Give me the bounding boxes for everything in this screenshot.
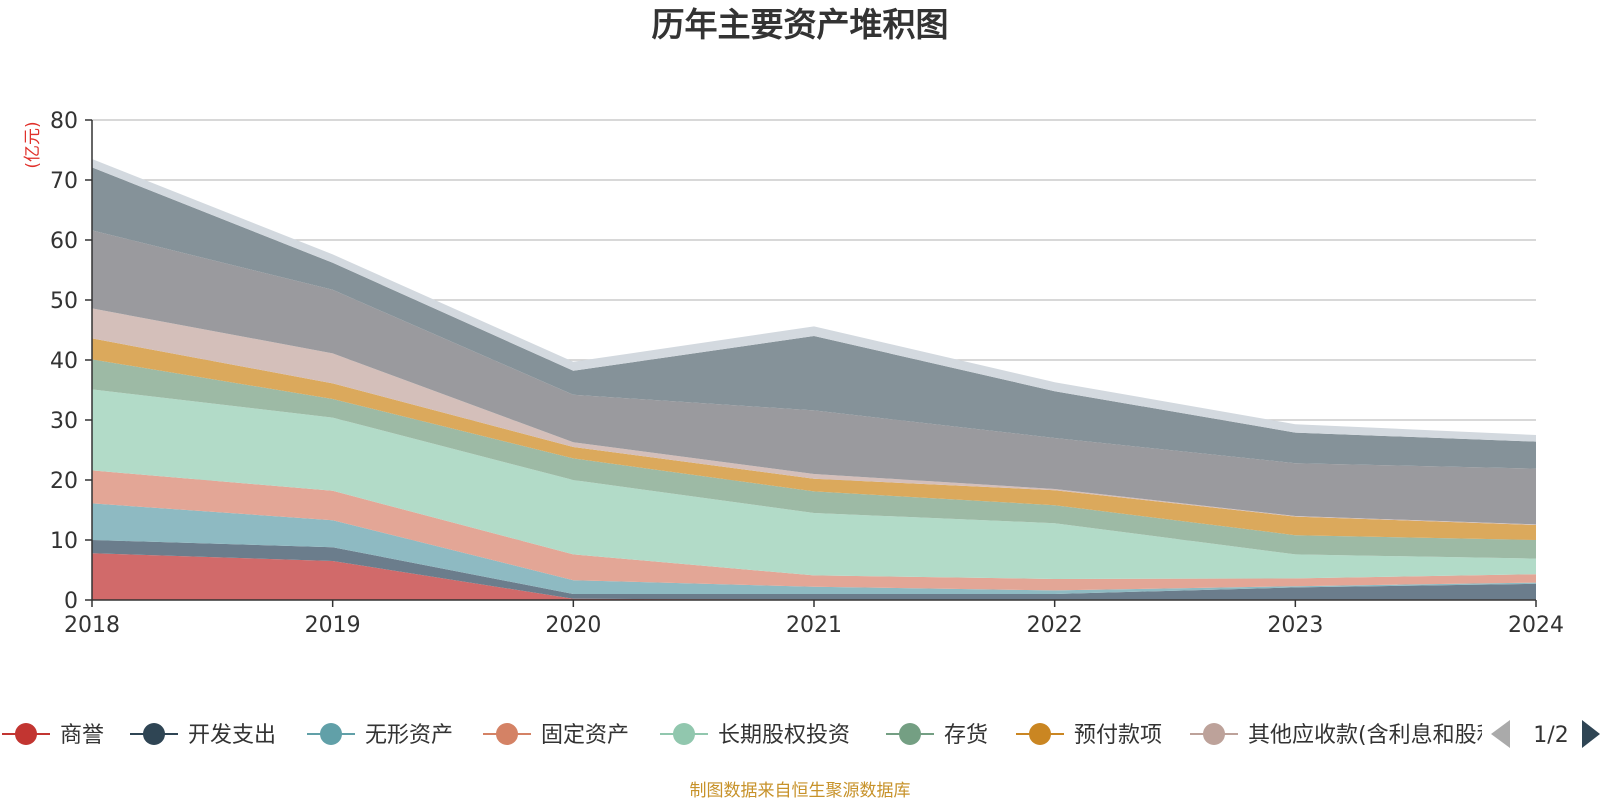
legend-label: 固定资产	[541, 723, 629, 748]
x-tick-label: 2024	[1508, 613, 1564, 638]
area-series	[92, 159, 1536, 600]
y-tick-label: 60	[50, 229, 78, 254]
legend-item[interactable]: 商誉	[2, 723, 104, 748]
legend-item[interactable]: 其他应收款(含利息和股利)	[1190, 723, 1507, 748]
y-tick-label: 50	[50, 289, 78, 314]
area-3	[92, 503, 1536, 594]
legend-label: 长期股权投资	[718, 723, 850, 748]
legend-item[interactable]: 预付款项	[1016, 723, 1162, 748]
legend-items: 商誉 开发支出 无形资产 固定资产 长期股权投资 存货 预付款项 其他应收款(含利息和股利)	[2, 723, 1507, 748]
x-tick-label: 2023	[1267, 613, 1323, 638]
legend-marker	[320, 723, 342, 745]
legend-label: 其他应收款(含利息和股利)	[1248, 723, 1507, 748]
legend-marker	[496, 723, 518, 745]
legend-item[interactable]: 长期股权投资	[660, 723, 850, 748]
y-tick-label: 10	[50, 529, 78, 554]
x-tick-label: 2021	[786, 613, 842, 638]
legend-prev-icon[interactable]	[1491, 720, 1510, 748]
x-tick-label: 2019	[305, 613, 361, 638]
y-tick-label: 70	[50, 169, 78, 194]
legend-item[interactable]: 存货	[886, 723, 988, 748]
legend-label: 存货	[944, 723, 988, 748]
area-10	[92, 167, 1536, 469]
legend-marker	[1203, 723, 1225, 745]
y-tick-label: 20	[50, 469, 78, 494]
legend-marker	[15, 723, 37, 745]
legend-page-indicator: 1/2	[1533, 723, 1568, 748]
x-tick-label: 2018	[64, 613, 120, 638]
legend-item[interactable]: 无形资产	[307, 723, 453, 748]
area-6	[92, 359, 1536, 559]
x-tick-label: 2020	[545, 613, 601, 638]
legend-item[interactable]: 固定资产	[483, 723, 629, 748]
legend-marker	[143, 723, 165, 745]
y-axis-unit-label: (亿元)	[23, 121, 43, 168]
legend-label: 无形资产	[365, 723, 453, 748]
legend-marker	[1029, 723, 1051, 745]
legend-item[interactable]: 开发支出	[130, 723, 276, 748]
data-source-note: 制图数据来自恒生聚源数据库	[690, 781, 911, 800]
x-tick-label: 2022	[1027, 613, 1083, 638]
legend-label: 预付款项	[1074, 723, 1162, 748]
area-1	[92, 553, 1536, 600]
legend-label: 开发支出	[188, 723, 276, 748]
y-tick-label: 0	[64, 589, 78, 614]
y-tick-label: 40	[50, 349, 78, 374]
legend-marker	[899, 723, 921, 745]
area-9	[92, 230, 1536, 525]
y-tick-label: 30	[50, 409, 78, 434]
legend-next-icon[interactable]	[1582, 720, 1600, 748]
y-tick-label: 80	[50, 109, 78, 134]
area-5	[92, 389, 1536, 579]
axes: 0 10 20 30 40 50 60 70 80 2018 2019 2020 2021 2022 202…	[50, 109, 1564, 638]
area-2	[92, 540, 1536, 600]
legend: 商誉 开发支出 无形资产 固定资产 长期股权投资 存货 预付款项 其他应收款(含利息和股利) 1…	[2, 720, 1600, 748]
legend-label: 商誉	[60, 723, 104, 748]
area-4	[92, 470, 1536, 591]
legend-marker	[673, 723, 695, 745]
chart-title: 历年主要资产堆积图	[652, 5, 949, 44]
